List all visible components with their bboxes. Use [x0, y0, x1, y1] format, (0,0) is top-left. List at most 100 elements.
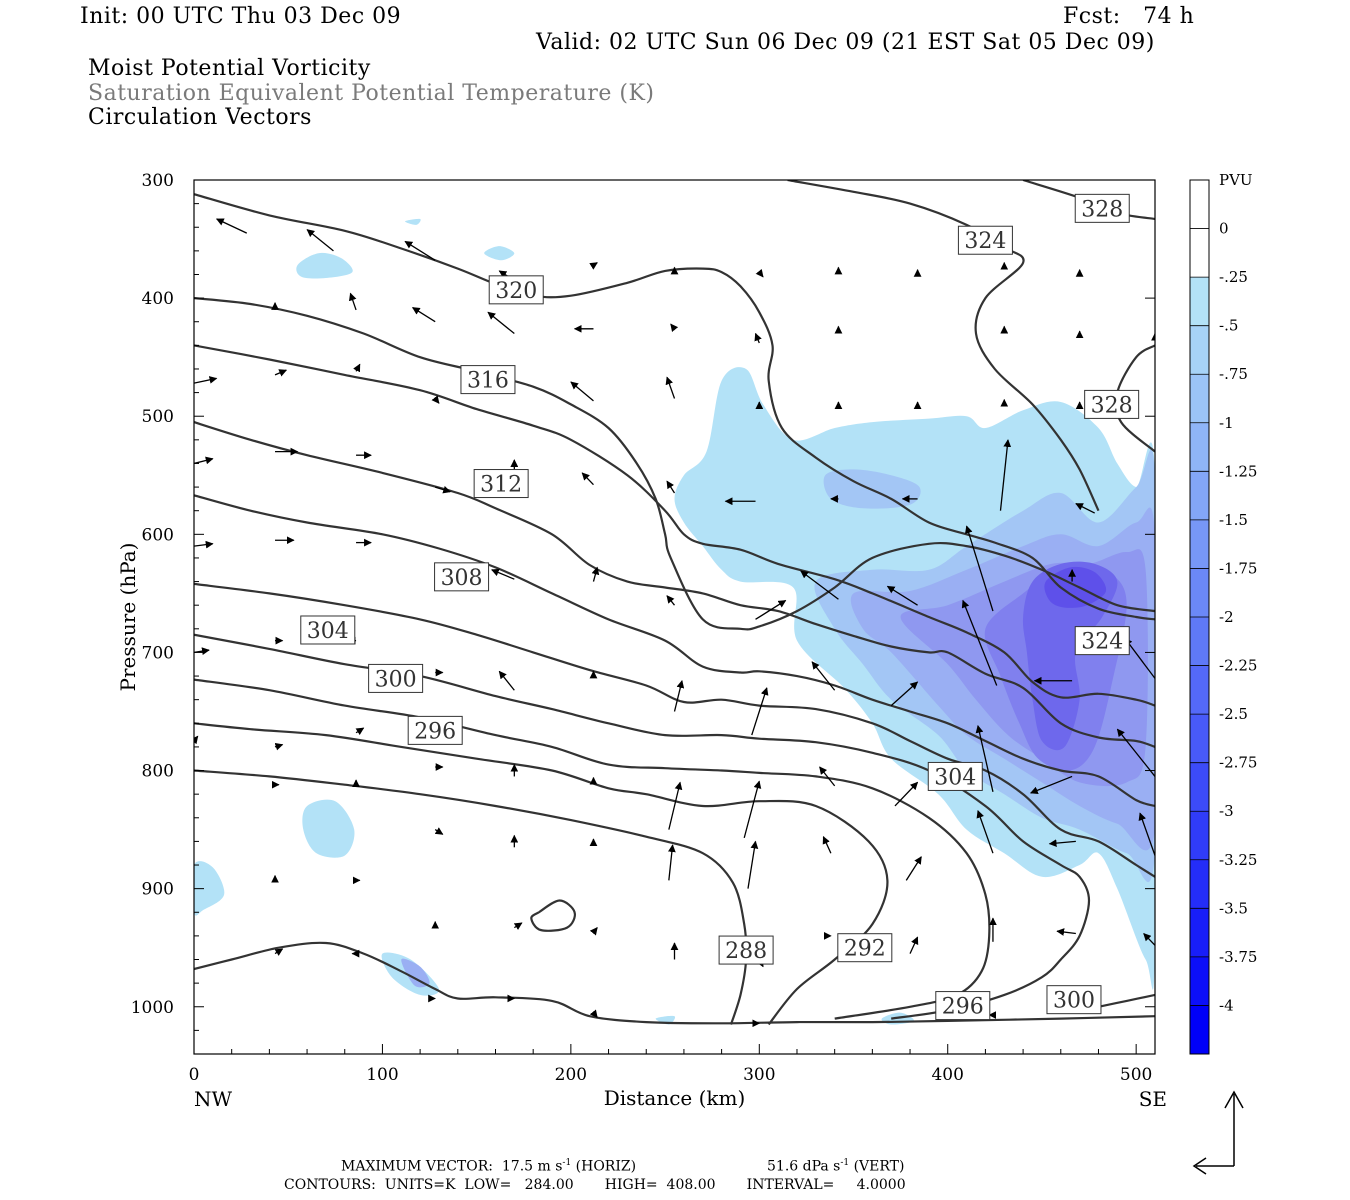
- circulation-vector: [274, 948, 284, 956]
- contour-label-box: [434, 562, 490, 592]
- circulation-vector: [755, 599, 787, 620]
- circulation-vector: [670, 323, 679, 333]
- x-axis-label: Distance (km): [604, 1086, 746, 1110]
- contour-label-box: [368, 663, 424, 693]
- pv-shaded-region: [484, 246, 515, 261]
- circulation-vector: [215, 218, 248, 234]
- circulation-vector: [665, 376, 676, 399]
- circulation-vector: [964, 525, 994, 612]
- contour-label: 316: [467, 369, 509, 394]
- pv-shaded-region: [194, 861, 225, 916]
- theta-contour-line: [194, 344, 1155, 707]
- y-tick-label: 800: [142, 762, 174, 782]
- circulation-vector: [487, 311, 515, 335]
- contours-info: CONTOURS: UNITS=K LOW= 284.00 HIGH= 408.…: [284, 1177, 906, 1193]
- circulation-vector: [890, 681, 919, 707]
- contour-label-box: [935, 991, 991, 1021]
- circulation-vector: [666, 595, 676, 606]
- colorbar-cell: [1190, 617, 1209, 666]
- circulation-vector: [404, 240, 436, 261]
- contour-label: 304: [307, 619, 349, 644]
- circulation-vector: [1138, 812, 1155, 856]
- circulation-vector: [894, 781, 919, 807]
- circulation-vector: [411, 307, 436, 323]
- circulation-vector: [498, 670, 515, 691]
- colorbar-cell: [1190, 1005, 1209, 1054]
- circulation-vector: [811, 661, 836, 691]
- circulation-vector: [353, 363, 361, 373]
- colorbar-level-label: -2.5: [1219, 705, 1248, 723]
- circulation-vector: [431, 395, 440, 404]
- colorbar-level-label: -.25: [1219, 268, 1248, 286]
- field-title-theta: Saturation Equivalent Potential Temperat…: [88, 81, 655, 106]
- colorbar-cell: [1190, 568, 1209, 617]
- circulation-vector: [909, 936, 919, 954]
- circulation-vector: [589, 927, 598, 936]
- theta-contour-line: [194, 633, 1091, 1020]
- contour-label: 300: [1053, 989, 1095, 1014]
- contour-label: 304: [934, 765, 976, 790]
- colorbar-level-label: -3: [1219, 802, 1234, 820]
- colorbar-cell: [1190, 374, 1209, 423]
- colorbar-title: PVU: [1219, 171, 1253, 189]
- contour-label-box: [837, 933, 893, 963]
- contour-label-box: [1074, 626, 1130, 656]
- colorbar-cell: [1190, 811, 1209, 860]
- x-tick-label: 400: [931, 1065, 963, 1085]
- colorbar-level-label: -2.25: [1219, 657, 1257, 675]
- max-vector-vert: (VERT): [853, 1158, 905, 1175]
- circulation-vector: [1143, 932, 1155, 946]
- forecast-hour: Fcst: 74 h: [1063, 4, 1195, 29]
- x-tick-label: 500: [1120, 1065, 1152, 1085]
- theta-contour-line: [194, 941, 1155, 1025]
- circulation-vector: [589, 262, 598, 270]
- theta-contour-line: [787, 180, 1100, 512]
- colorbar-level-label: -1.75: [1219, 559, 1257, 577]
- circulation-vector: [755, 268, 764, 278]
- pv-shaded-region: [1022, 561, 1118, 751]
- contour-label-box: [300, 615, 356, 645]
- circulation-vector: [667, 844, 676, 881]
- theta-contour-line: [194, 297, 1155, 631]
- circulation-vector: [976, 810, 994, 854]
- contour-label-box: [473, 469, 529, 499]
- colorbar-level-label: -2: [1219, 608, 1234, 626]
- pv-shaded-region: [404, 218, 421, 225]
- max-vector-horiz: (HORIZ): [575, 1158, 637, 1175]
- contour-label-box: [957, 225, 1013, 255]
- circulation-vector: [754, 332, 762, 344]
- circulation-vector: [1030, 775, 1073, 794]
- circulation-vector: [194, 735, 199, 745]
- colorbar-cell: [1190, 956, 1209, 1006]
- reference-vector-icon: [1192, 1090, 1244, 1175]
- colorbar-level-label: -1.5: [1219, 511, 1248, 529]
- colorbar-cell: [1190, 277, 1209, 326]
- colorbar-level-label: -1: [1219, 414, 1234, 432]
- circulation-vector: [1056, 928, 1076, 936]
- circulation-vector: [961, 599, 998, 686]
- circulation-vector: [668, 781, 683, 830]
- circulation-vector: [274, 369, 288, 377]
- circulation-vector: [822, 835, 832, 854]
- circulation-vector: [434, 485, 451, 494]
- contour-label-box: [1074, 193, 1130, 223]
- max-vector-line: MAXIMUM VECTOR: 17.5 m s-1 (HORIZ): [341, 1158, 636, 1175]
- colorbar-cell: [1190, 665, 1209, 715]
- x-right-end-label: SE: [1139, 1087, 1167, 1111]
- colorbar-cell: [1190, 325, 1209, 375]
- theta-contour-line: [194, 494, 1155, 808]
- contour-label: 296: [414, 719, 456, 744]
- circulation-vector: [800, 570, 839, 600]
- circulation-vector: [999, 439, 1012, 511]
- theta-contour-line: [530, 899, 576, 932]
- contour-label: 328: [1081, 197, 1123, 222]
- colorbar-cell: [1190, 859, 1209, 909]
- y-tick-label: 700: [142, 643, 174, 663]
- contour-label: 308: [441, 566, 483, 591]
- contour-label: 288: [725, 939, 767, 964]
- circulation-vector: [491, 568, 515, 580]
- theta-contour-line: [194, 722, 889, 1026]
- circulation-vector: [355, 727, 365, 736]
- circulation-vector: [1048, 839, 1076, 848]
